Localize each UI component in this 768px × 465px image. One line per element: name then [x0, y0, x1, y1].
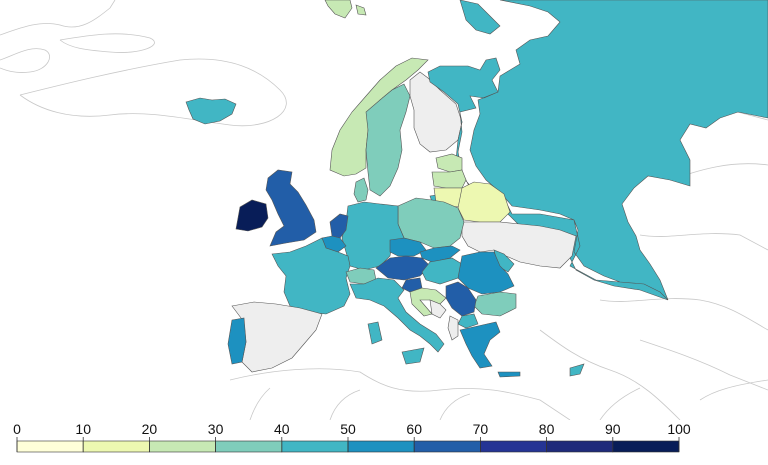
region-denmark: [353, 177, 369, 203]
legend-bin: [546, 440, 614, 453]
legend-bin: [281, 440, 349, 453]
region-estonia: [435, 153, 463, 173]
region-belarus: [457, 181, 511, 223]
region-ukraine: [461, 221, 577, 269]
europe-map: [0, 0, 768, 420]
legend-tick-label: 70: [473, 421, 489, 437]
legend-bin: [82, 440, 150, 453]
legend-tick-label: 80: [539, 421, 555, 437]
region-france: [271, 237, 351, 315]
region-italy: [349, 277, 445, 353]
legend-tick-label: 100: [667, 421, 691, 437]
region-svalbard-east: [355, 4, 367, 16]
legend-tick-label: 50: [340, 421, 356, 437]
region-iceland: [185, 97, 237, 125]
region-cyprus: [569, 363, 585, 377]
legend-bin: [480, 440, 547, 453]
region-ireland: [235, 199, 269, 232]
legend-bin: [612, 440, 680, 453]
legend-bin: [215, 440, 283, 453]
color-scale-legend: 0 10 20 30 40 50 60 70 80 90 100: [13, 421, 691, 453]
legend-bin: [347, 440, 415, 453]
countries: [185, 0, 768, 378]
region-greece-crete: [497, 371, 521, 378]
region-italy-sardinia: [367, 321, 383, 345]
region-svalbard: [324, 0, 353, 19]
legend-tick-label: 10: [75, 421, 91, 437]
region-latvia: [431, 169, 467, 189]
legend-bin: [413, 440, 481, 453]
legend-bin: [16, 440, 84, 453]
legend-bins: [16, 440, 680, 453]
region-czechia: [389, 237, 427, 257]
legend-tick-label: 60: [406, 421, 422, 437]
region-sweden: [365, 83, 411, 197]
region-russia-kola: [459, 0, 501, 35]
region-north-macedonia: [457, 313, 479, 329]
legend-tick-label: 90: [605, 421, 621, 437]
region-bosnia: [429, 299, 447, 319]
region-greece: [459, 321, 501, 369]
region-hungary: [421, 257, 463, 285]
region-albania: [447, 315, 459, 341]
region-slovakia: [419, 245, 461, 263]
region-serbia: [445, 281, 477, 317]
region-portugal: [227, 317, 247, 365]
legend-tick-label: 40: [274, 421, 290, 437]
region-romania: [457, 251, 515, 295]
legend-tick-label: 0: [13, 421, 21, 437]
legend-ticks: 0 10 20 30 40 50 60 70 80 90 100: [13, 421, 691, 452]
region-italy-sicily: [401, 347, 425, 365]
legend-tick-label: 30: [208, 421, 224, 437]
legend-bin: [149, 440, 216, 453]
legend-tick-label: 20: [142, 421, 158, 437]
region-norway: [329, 57, 429, 177]
region-united-kingdom: [265, 169, 317, 247]
region-bulgaria: [473, 291, 517, 317]
